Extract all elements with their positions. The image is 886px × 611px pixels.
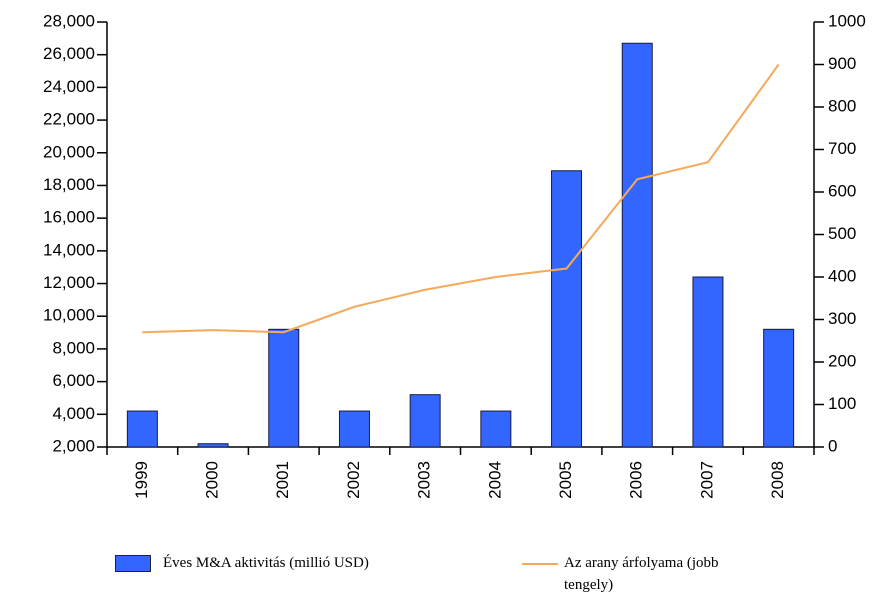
legend-swatch [522,563,558,565]
bar [409,394,441,448]
y2-tick-label: 100 [828,394,856,413]
x-tick-label: 2002 [344,461,363,499]
y2-tick-label: 1000 [828,11,866,30]
y2-tick-label: 500 [828,224,856,243]
x-tick-label: 2008 [768,461,787,499]
y2-tick-label: 600 [828,181,856,200]
x-tick-label: 2006 [627,461,646,499]
bar [621,42,653,448]
x-tick-label: 1999 [132,461,151,499]
y2-tick-label: 800 [828,96,856,115]
legend-label: Éves M&A aktivitás (millió USD) [163,555,369,571]
y-tick-label: 18,000 [43,175,95,194]
y2-tick-label: 400 [828,266,856,285]
y2-tick-label: 300 [828,309,856,328]
bar [197,443,229,448]
y-tick-label: 28,000 [43,11,95,30]
x-tick-label: 2003 [415,461,434,499]
bar [763,328,795,448]
y-tick-label: 22,000 [43,110,95,129]
y-tick-label: 6,000 [52,371,95,390]
bar [692,276,724,448]
y-tick-label: 20,000 [43,142,95,161]
x-tick-label: 2007 [697,461,716,499]
y2-tick-label: 0 [828,436,837,455]
x-tick-label: 2001 [273,461,292,499]
legend-swatch [115,555,151,573]
bar [480,410,512,448]
y-tick-label: 14,000 [43,240,95,259]
y-tick-label: 24,000 [43,77,95,96]
y-tick-label: 4,000 [52,404,95,423]
y2-tick-label: 200 [828,351,856,370]
y-tick-label: 12,000 [43,273,95,292]
legend-label: Az arany árfolyama (jobb tengely) [564,555,719,593]
bar [338,410,370,448]
legend-bar: Éves M&A aktivitás (millió USD) [115,552,369,574]
y-tick-label: 8,000 [52,338,95,357]
y-tick-label: 26,000 [43,44,95,63]
bar [126,410,158,448]
y-tick-label: 10,000 [43,306,95,325]
x-tick-label: 2004 [485,461,504,499]
y-tick-label: 2,000 [52,436,95,455]
x-tick-label: 2005 [556,461,575,499]
y2-tick-label: 900 [828,54,856,73]
bar [551,170,583,448]
legend-line: Az arany árfolyama (jobb tengely) [522,552,724,596]
bar [268,328,300,448]
y2-tick-label: 700 [828,139,856,158]
line [142,63,780,334]
x-tick-label: 2000 [203,461,222,499]
y-tick-label: 16,000 [43,208,95,227]
